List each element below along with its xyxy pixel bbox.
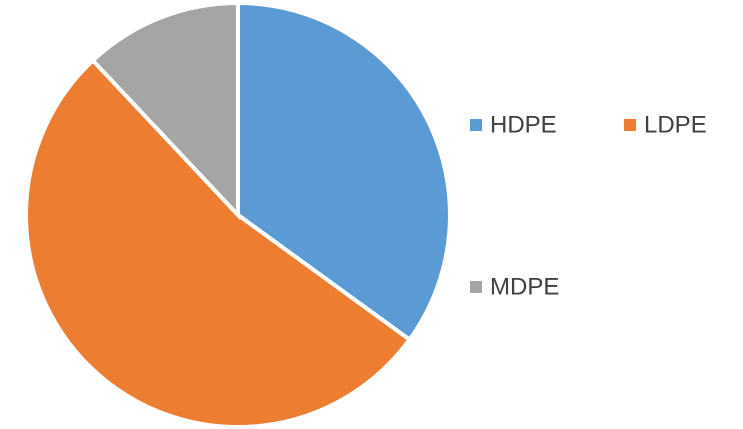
legend-label: MDPE [490,273,559,300]
pie-slice [90,0,240,221]
legend-label: LDPE [644,111,707,138]
legend-swatch [470,281,482,293]
legend-label: HDPE [490,111,557,138]
pie-slice [236,0,452,343]
legend-swatch [470,119,482,131]
legend-swatch [624,119,636,131]
pie-slice [24,57,413,429]
